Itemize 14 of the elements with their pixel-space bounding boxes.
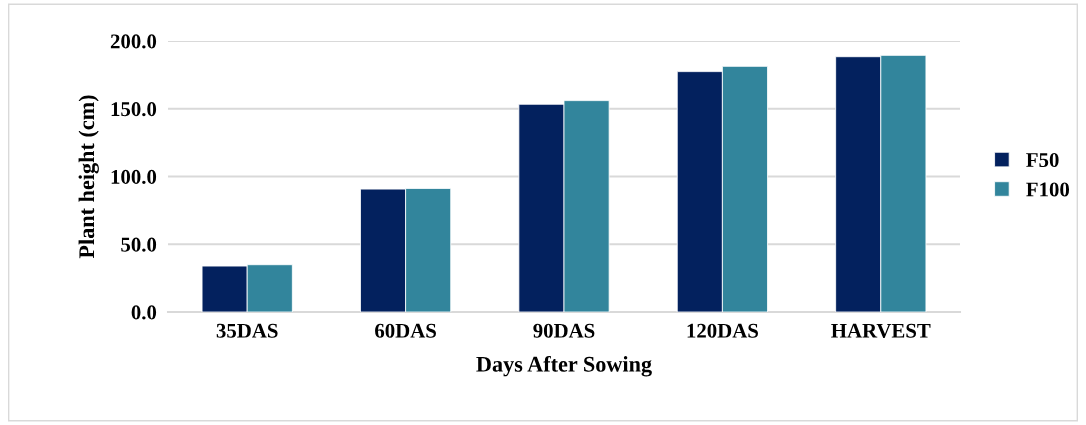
x-tick-label: 35DAS [216, 323, 278, 338]
x-tick-label: 90DAS [533, 323, 595, 338]
x-axis-title: Days After Sowing [476, 355, 652, 377]
y-tick-label: 0.0 [131, 305, 157, 320]
y-tick-label: 150.0 [111, 102, 157, 117]
y-tick-label: 50.0 [121, 237, 157, 252]
x-tick-label: 60DAS [375, 323, 436, 338]
x-tick-label: 120DAS [687, 323, 758, 338]
x-tick-label: HARVEST [831, 323, 931, 338]
y-tick-label: 200.0 [110, 34, 157, 49]
y-tick-label: 100.0 [111, 169, 157, 185]
legend-label: F100 [1026, 182, 1070, 197]
legend-label: F50 [1026, 153, 1059, 168]
y-axis-title: Plant height (cm) [78, 95, 99, 259]
